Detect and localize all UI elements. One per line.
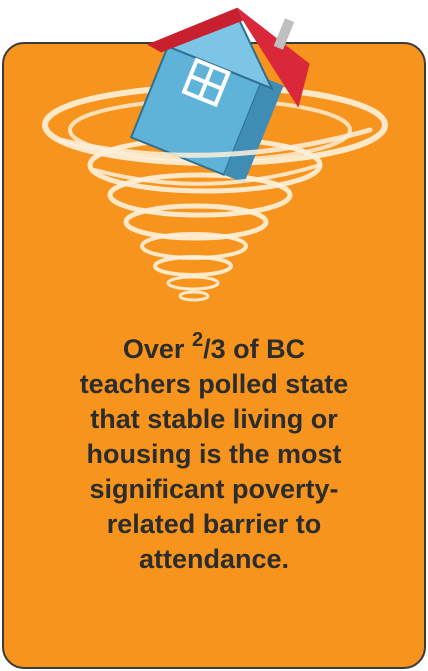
statement-line: significant poverty-	[10, 472, 418, 507]
statement-line: Over 2/3 of BC	[10, 332, 418, 367]
infographic-card: Over 2/3 of BC teachers polled statethat…	[0, 0, 428, 671]
text: /3 of BC	[203, 334, 305, 364]
fraction-numerator: 2	[192, 329, 203, 351]
statement-line: housing is the most	[10, 437, 418, 472]
statement-line: related barrier to	[10, 507, 418, 542]
text: Over	[123, 334, 185, 364]
tornado-house-illustration	[0, 0, 428, 330]
statement-line: that stable living or	[10, 402, 418, 437]
statement-line: attendance.	[10, 542, 418, 577]
statement-line: teachers polled state	[10, 367, 418, 402]
